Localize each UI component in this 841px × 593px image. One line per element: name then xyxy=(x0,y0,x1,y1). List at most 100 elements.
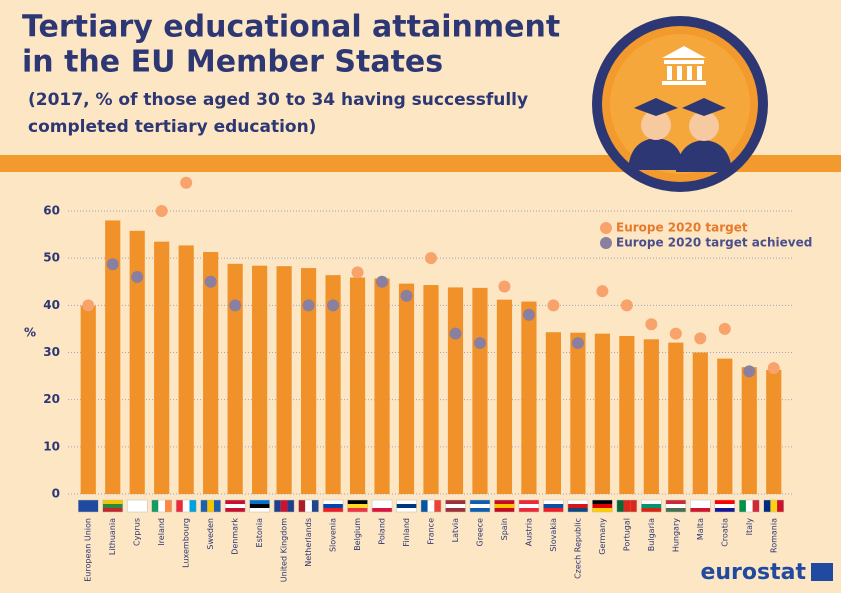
flag xyxy=(445,508,466,512)
flag xyxy=(323,504,344,508)
flag xyxy=(469,500,490,504)
x-tick-label: Estonia xyxy=(255,518,264,548)
flag xyxy=(745,500,753,512)
x-tick-label: Bulgaria xyxy=(647,518,656,551)
flag xyxy=(469,504,490,508)
flag xyxy=(225,500,246,504)
icon xyxy=(592,16,768,192)
flag-border xyxy=(200,499,221,513)
flag xyxy=(763,500,771,512)
bar xyxy=(570,332,586,494)
flag xyxy=(298,500,306,512)
flag xyxy=(616,500,624,512)
flag-border xyxy=(175,499,197,513)
flag xyxy=(396,504,417,508)
flag-border xyxy=(739,499,760,513)
flag xyxy=(494,500,515,504)
flag xyxy=(630,500,637,512)
target-dot xyxy=(302,299,315,312)
flag xyxy=(665,508,686,512)
x-tick-label: Czech Republic xyxy=(573,518,582,579)
x-tick-label: Sweden xyxy=(206,518,215,550)
flag xyxy=(102,504,123,508)
flag xyxy=(396,508,417,512)
bar xyxy=(80,305,96,494)
flag xyxy=(592,500,613,504)
bar xyxy=(741,367,757,494)
target-dot xyxy=(180,176,193,189)
bar xyxy=(472,287,488,494)
flag xyxy=(690,504,711,508)
flag xyxy=(102,508,123,512)
flag xyxy=(592,504,613,508)
target-dot xyxy=(522,308,535,321)
title: in the EU Member States xyxy=(22,45,443,80)
bar xyxy=(496,299,513,494)
flag xyxy=(323,508,344,512)
flag xyxy=(421,500,428,512)
flag xyxy=(347,504,368,508)
target-dot xyxy=(229,299,242,312)
target-dot xyxy=(473,337,486,350)
flag-border xyxy=(273,499,295,513)
legend-label: Europe 2020 target achieved xyxy=(616,236,812,250)
x-tick-label: United Kingdom xyxy=(280,518,289,582)
flag xyxy=(567,500,588,504)
flag-border xyxy=(714,499,736,513)
flag xyxy=(102,500,123,504)
x-tick-label: Poland xyxy=(378,518,387,545)
bar xyxy=(276,266,292,494)
flag xyxy=(752,500,760,512)
flag xyxy=(151,500,159,512)
bar xyxy=(545,332,562,494)
flag xyxy=(305,500,312,512)
flag-border xyxy=(641,499,662,513)
flag xyxy=(714,500,735,504)
flag xyxy=(714,508,735,512)
target-dot xyxy=(571,337,584,350)
bar xyxy=(447,287,464,494)
y-tick-label: 20 xyxy=(43,392,60,406)
flag-border xyxy=(690,499,711,513)
target-dot xyxy=(425,252,437,265)
flag xyxy=(567,508,588,512)
x-tick-label: Netherlands xyxy=(304,518,313,567)
flag xyxy=(518,500,539,504)
flag xyxy=(434,500,441,512)
y-tick-label: 10 xyxy=(43,439,60,453)
x-tick-label: Malta xyxy=(696,518,705,540)
bar xyxy=(423,285,439,494)
flag-border xyxy=(494,499,515,513)
flag-border xyxy=(543,499,564,513)
flag-border xyxy=(420,499,442,513)
x-tick-label: Portugal xyxy=(622,518,631,551)
x-tick-label: Spain xyxy=(500,518,509,540)
y-tick-label: 0 xyxy=(52,487,60,501)
bar xyxy=(668,342,684,494)
bar xyxy=(521,301,537,494)
flag xyxy=(207,500,214,512)
flag xyxy=(445,504,466,508)
bar xyxy=(203,252,219,494)
flag xyxy=(323,500,344,504)
flag xyxy=(739,500,746,512)
flag-border xyxy=(665,499,687,513)
x-tick-label: Austria xyxy=(524,518,533,546)
x-tick-label: Luxembourg xyxy=(182,518,191,568)
flag xyxy=(567,504,588,508)
flag xyxy=(347,500,368,504)
y-tick-label: 40 xyxy=(43,298,60,312)
flag xyxy=(176,500,183,512)
target-dot xyxy=(106,258,119,271)
flag xyxy=(158,500,166,512)
bar xyxy=(154,241,170,494)
flag xyxy=(347,508,368,512)
flag xyxy=(518,504,539,508)
x-tick-label: Denmark xyxy=(231,518,240,555)
bar xyxy=(594,333,610,494)
target-dot xyxy=(547,299,560,312)
bar xyxy=(766,369,782,494)
flag-border xyxy=(445,499,466,513)
flag-border xyxy=(763,499,785,513)
